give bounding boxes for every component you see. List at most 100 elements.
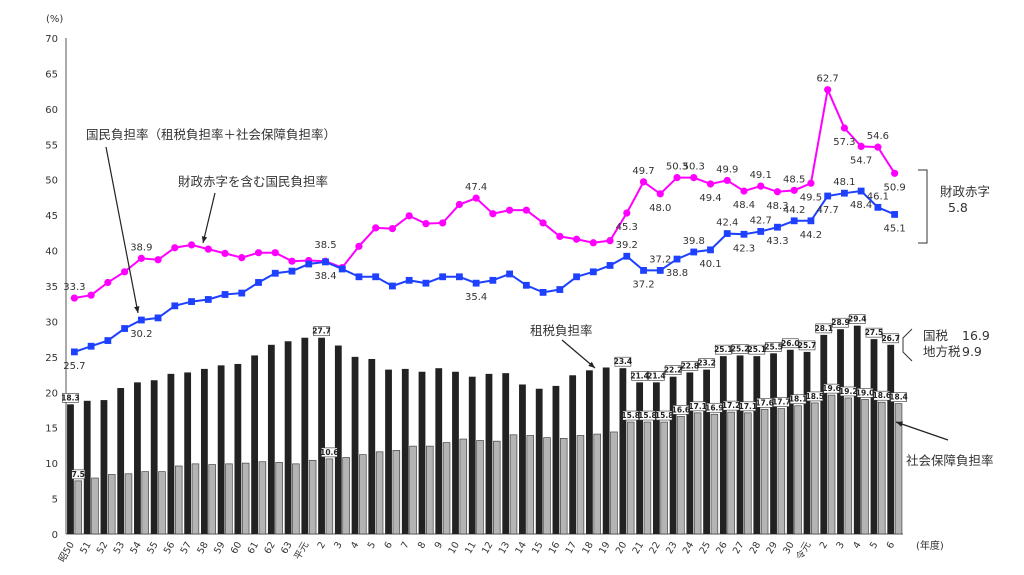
national-burden-point [606, 262, 614, 269]
with-deficit-point [790, 186, 798, 194]
national-burden-point [288, 267, 296, 275]
tax-burden-data-label-box [748, 344, 766, 355]
social-security-bar [258, 461, 267, 535]
with-deficit-point [171, 244, 179, 252]
x-tick-label: 9 [433, 540, 446, 551]
social-security-bar [576, 435, 585, 535]
social-security-data-label-box [655, 410, 673, 421]
with-deficit-point [807, 179, 815, 187]
national-burden-data-label: 46.1 [867, 191, 889, 202]
tax-burden-bar [418, 371, 426, 534]
tax-burden-bar [351, 356, 359, 534]
y-tick-label: 30 [45, 317, 58, 328]
tax-burden-data-label-box [664, 365, 682, 375]
x-tick-label: 58 [195, 540, 211, 556]
national-burden-data-label: 43.3 [766, 236, 788, 247]
bars-layer [67, 325, 903, 535]
social-security-data-label-box [890, 392, 907, 402]
national-burden-point [757, 228, 765, 235]
with-deficit-point [271, 249, 279, 257]
tax-burden-data-label-box [848, 314, 866, 324]
national-burden-point [506, 270, 514, 278]
with-deficit-point [187, 241, 196, 249]
with-deficit-point [589, 239, 597, 247]
national-burden-data-label: 25.7 [63, 361, 85, 372]
x-tick-label: 21 [631, 540, 647, 556]
x-tick-label: 7 [399, 540, 412, 551]
social-security-bar [476, 440, 484, 535]
national-burden-data-label: 42.4 [716, 218, 738, 229]
social-security-bar [191, 463, 200, 535]
x-tick-label: 5 [868, 540, 881, 551]
tax-burden-bar [368, 358, 376, 534]
national-burden-data-label: 48.4 [850, 200, 872, 211]
national-burden-point [874, 203, 882, 211]
social-security-bar [526, 435, 534, 535]
national-burden-arrow [105, 146, 139, 314]
national-burden-point [305, 260, 313, 268]
with-deficit-data-label: 49.9 [716, 164, 738, 175]
tax-burden-bar [619, 368, 627, 534]
with-deficit-point [824, 86, 832, 94]
x-tick-label: 26 [714, 540, 730, 556]
with-deficit-data-label: 45.3 [616, 222, 638, 233]
social-security-bar [74, 480, 83, 535]
x-tick-label: 6 [885, 540, 898, 551]
national-burden-point [422, 279, 430, 287]
national-burden-point [790, 217, 798, 225]
with-deficit-point [204, 245, 212, 253]
social-security-data-label-box [739, 401, 757, 412]
social-security-bar [342, 457, 350, 535]
with-deficit-point [70, 294, 78, 302]
with-deficit-point [840, 124, 849, 132]
with-deficit-data-label: 48.4 [733, 200, 755, 211]
with-deficit-point [639, 178, 648, 186]
tax-burden-arrow-head [588, 361, 595, 368]
social-security-data-label-box [706, 402, 723, 413]
social-security-data-label-box [856, 388, 874, 398]
national-burden-point [656, 267, 664, 274]
tax-burden-data-label: 27.7 [312, 327, 331, 336]
social-security-bar [325, 458, 334, 535]
x-tick-label: 昭50 [57, 540, 77, 564]
x-tick-label: 24 [681, 540, 697, 556]
social-security-bar [827, 394, 836, 535]
x-tick-label: 12 [480, 540, 496, 556]
national-burden-point [807, 217, 815, 225]
with-deficit-point [489, 210, 497, 218]
tax-burden-bar [334, 345, 342, 534]
tax-burden-bar [167, 373, 175, 534]
national-burden-data-label: 48.1 [833, 177, 855, 188]
with-deficit-point [773, 188, 782, 196]
deficit-label: 財政赤字 [940, 184, 990, 199]
with-deficit-arrow [202, 192, 216, 244]
tax-burden-data-label-box [648, 371, 665, 381]
social-security-data-label: 16.6 [672, 405, 691, 414]
x-tick-label: 令元 [794, 539, 814, 562]
social-security-bar [141, 471, 149, 535]
social-security-data-label: 17.2 [722, 401, 741, 410]
tax-burden-data-label: 25.2 [731, 344, 750, 353]
tax-burden-data-label: 28.9 [831, 318, 850, 327]
x-tick-label: 62 [262, 540, 278, 556]
tax-burden-bar [435, 368, 443, 534]
with-deficit-data-label: 49.1 [750, 170, 772, 181]
social-security-data-label: 15.8 [655, 411, 674, 420]
tax-burden-bar [184, 372, 192, 534]
x-tick-label: 51 [78, 540, 94, 556]
x-tick-label: 56 [162, 540, 178, 556]
national-burden-point [723, 230, 731, 237]
social-security-bar [693, 412, 702, 535]
tax-burden-data-label-box [698, 358, 715, 368]
national-burden-point [104, 337, 112, 344]
national-burden-point [137, 316, 145, 324]
social-security-bar [777, 408, 786, 535]
tax-burden-data-label: 28.1 [815, 324, 834, 333]
social-security-bar [91, 477, 99, 535]
with-deficit-point [522, 206, 530, 214]
national-burden-point [255, 279, 262, 286]
national-burden-point [121, 325, 128, 332]
x-tick-label: 6 [382, 540, 395, 551]
social-security-bar [794, 405, 802, 535]
social-security-data-label: 17.1 [739, 402, 758, 411]
